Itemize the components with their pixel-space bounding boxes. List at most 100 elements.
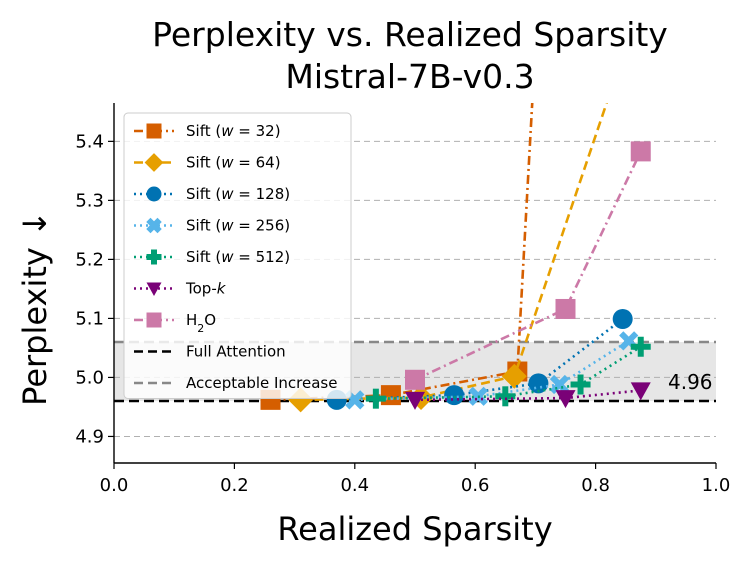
marker-shape [549, 374, 570, 395]
legend-text-part: = 32) [234, 122, 281, 140]
legend-text-var: w [221, 154, 234, 172]
y-tick-label: 5.4 [75, 131, 104, 152]
legend-item-7: Full Attention [134, 343, 286, 361]
legend-text-part: Sift ( [186, 185, 221, 203]
legend-text-var: w [221, 185, 234, 203]
data-point [555, 298, 576, 319]
legend-text-var: w [221, 122, 234, 140]
data-point [549, 374, 570, 395]
chart-title: Perplexity vs. Realized Sparsity [152, 15, 668, 54]
legend-item-4: Sift (w = 512) [134, 248, 290, 266]
x-tick-label: 0.0 [100, 475, 129, 496]
marker-shape [144, 153, 164, 172]
marker-shape [630, 141, 651, 162]
y-tick-label: 5.3 [75, 190, 104, 211]
legend-text-part: Sift ( [186, 154, 221, 172]
y-tick-label: 5.0 [75, 367, 104, 388]
marker-shape [612, 309, 633, 329]
x-tick-label: 0.6 [461, 475, 490, 496]
marker-shape [528, 373, 549, 394]
marker-shape [630, 382, 651, 401]
series-6 [405, 141, 651, 390]
marker-shape [146, 312, 162, 328]
legend-marker [146, 312, 162, 328]
y-axis-label: Perplexity ↓ [16, 210, 54, 406]
marker-shape [380, 385, 401, 406]
data-point [612, 309, 633, 329]
legend-text-var: w [221, 248, 234, 266]
data-point [570, 374, 591, 395]
legend-text-part: = 64) [234, 154, 281, 172]
x-tick-label: 1.0 [702, 475, 731, 496]
marker-shape [345, 390, 365, 410]
y-tick-label: 5.2 [75, 249, 104, 270]
marker-shape [405, 369, 425, 390]
legend-marker [146, 123, 162, 139]
data-point [365, 388, 386, 409]
legend-box [123, 112, 352, 399]
marker-shape [555, 390, 576, 409]
legend-label: Sift (w = 128) [186, 185, 290, 203]
legend-label: Sift (w = 512) [186, 248, 290, 266]
data-point [405, 391, 425, 410]
legend-label: Sift (w = 256) [186, 217, 290, 235]
marker-shape [146, 123, 162, 139]
marker-shape [146, 186, 162, 202]
series-4 [365, 336, 651, 409]
data-point [630, 382, 651, 401]
data-point [380, 385, 401, 406]
legend-label: Acceptable Increase [186, 374, 337, 392]
legend-marker [146, 217, 162, 234]
legend-text-part: = 128) [234, 185, 291, 203]
full-attention-annotation: 4.96 [668, 370, 713, 394]
legend-text-part: O [204, 311, 216, 329]
data-point [495, 386, 516, 407]
x-tick-label: 0.2 [220, 475, 249, 496]
marker-shape [555, 298, 576, 319]
x-tick-label: 0.4 [340, 475, 369, 496]
data-point [555, 390, 576, 409]
legend-label: Full Attention [186, 343, 286, 361]
legend-text-part: H [186, 311, 197, 329]
marker-shape [619, 331, 639, 351]
y-tick-label: 5.1 [75, 308, 104, 329]
legend-text-part: Sift ( [186, 248, 221, 266]
series-2 [326, 309, 633, 410]
legend-item-8: Acceptable Increase [134, 374, 337, 392]
marker-shape [501, 363, 527, 389]
legend-label: Sift (w = 64) [186, 154, 281, 172]
data-point [444, 385, 465, 406]
y-tick-label: 4.9 [75, 426, 104, 447]
series-5 [405, 382, 651, 410]
data-point [630, 141, 651, 162]
x-axis-label: Realized Sparsity [277, 510, 552, 548]
series-line [375, 345, 642, 400]
legend-text-part: = 512) [234, 248, 291, 266]
marker-shape [146, 282, 162, 296]
legend-text-part: Top- [185, 280, 217, 298]
legend-label: H2O [186, 311, 216, 335]
legend-label: Top-k [185, 280, 227, 298]
legend-text-sub: 2 [197, 322, 204, 335]
legend-text-var: w [221, 217, 234, 235]
legend-item-5: Top-k [134, 280, 227, 298]
legend-text-part: = 256) [234, 217, 291, 235]
data-point [630, 336, 651, 357]
legend-item-2: Sift (w = 128) [134, 185, 290, 203]
legend-item-6: H2O [134, 311, 216, 335]
data-point [501, 363, 527, 389]
plot-area: 4.9 5.0 5.1 5.2 5.3 5.4 0.0 0.2 0.4 0.6 0.8 1.0 4.96 [75, 103, 731, 496]
legend-item-1: Sift (w = 64) [134, 153, 281, 172]
legend-text-part: Sift ( [186, 122, 221, 140]
legend-text-var: k [217, 280, 227, 298]
legend: Sift (w = 32)Sift (w = 64)Sift (w = 128)… [123, 112, 352, 399]
legend-marker [144, 153, 164, 172]
chart-subtitle: Mistral-7B-v0.3 [285, 57, 534, 96]
legend-marker [146, 249, 162, 265]
legend-marker [146, 282, 162, 296]
legend-marker [146, 186, 162, 202]
data-point [405, 369, 425, 390]
legend-text-part: Sift ( [186, 217, 221, 235]
